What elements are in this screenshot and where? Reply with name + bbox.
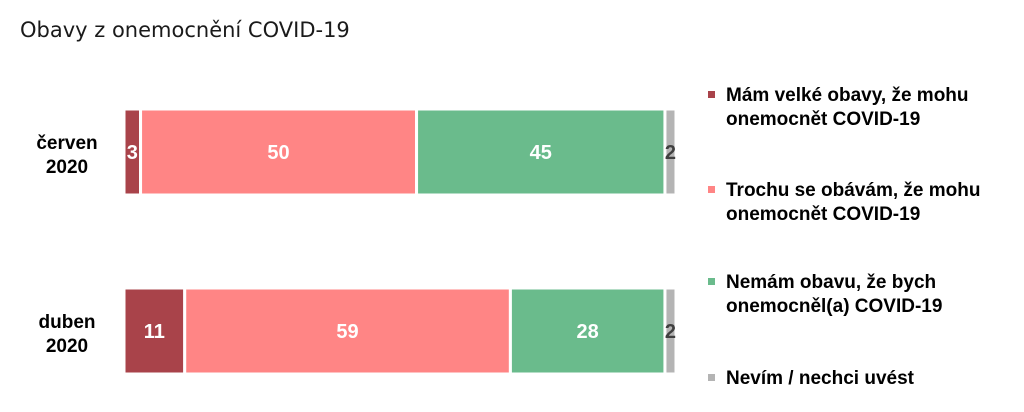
value-label-big-worry: 3 bbox=[127, 142, 138, 164]
legend-swatch-dont-know bbox=[708, 374, 715, 381]
category-label-line: duben bbox=[39, 312, 96, 333]
bar-segment-some-worry bbox=[139, 107, 419, 197]
legend-label-big-worry: Mám velké obavy, že mohu onemocnět COVID… bbox=[726, 85, 969, 130]
value-label-big-worry: 11 bbox=[144, 321, 165, 343]
value-label-dont-know: 2 bbox=[665, 142, 676, 164]
category-label-line: červen bbox=[36, 133, 97, 154]
legend-swatch-big-worry bbox=[708, 91, 715, 98]
value-label-some-worry: 59 bbox=[336, 321, 358, 343]
chart-title: Obavy z onemocnění COVID-19 bbox=[20, 18, 350, 42]
category-label-0: červen 2020 bbox=[36, 133, 97, 178]
bar-segment-dont-know bbox=[663, 107, 678, 197]
category-label-line: 2020 bbox=[46, 157, 88, 178]
value-label-dont-know: 2 bbox=[665, 321, 676, 343]
value-label-no-worry: 45 bbox=[530, 142, 552, 164]
value-label-some-worry: 50 bbox=[267, 142, 289, 164]
category-label-line: 2020 bbox=[46, 336, 88, 357]
legend-label-no-worry: Nemám obavu, že bych onemocněl(a) COVID-… bbox=[726, 272, 943, 317]
category-label-1: duben 2020 bbox=[39, 312, 96, 357]
legend-label-dont-know: Nevím / nechci uvést bbox=[726, 368, 914, 389]
legend-swatch-some-worry bbox=[708, 186, 715, 193]
bar-segment-some-worry bbox=[183, 286, 512, 376]
bar-segment-dont-know bbox=[663, 286, 678, 376]
bar-segment-big-worry bbox=[122, 286, 187, 376]
stacked-bar-chart: červen 2020 3 50 45 2 duben 2020 11 59 28 2 bbox=[36, 107, 678, 376]
legend-swatch-no-worry bbox=[708, 278, 715, 285]
value-label-no-worry: 28 bbox=[577, 321, 599, 343]
legend-label-some-worry: Trochu se obávám, že mohu onemocnět COVI… bbox=[726, 180, 981, 225]
bar-segment-no-worry bbox=[508, 286, 667, 376]
